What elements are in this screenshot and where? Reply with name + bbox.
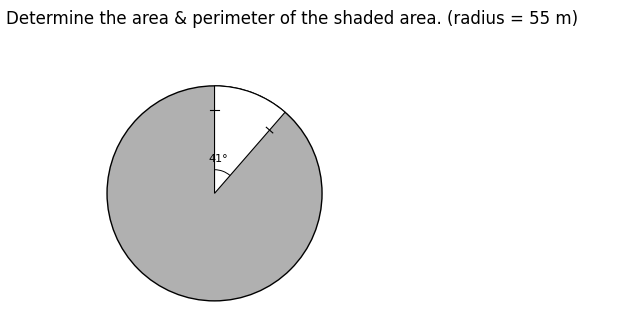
Wedge shape [215, 86, 285, 193]
Circle shape [107, 86, 322, 301]
Text: 41°: 41° [208, 154, 228, 164]
Text: Determine the area & perimeter of the shaded area. (radius = 55 m): Determine the area & perimeter of the sh… [6, 10, 579, 28]
